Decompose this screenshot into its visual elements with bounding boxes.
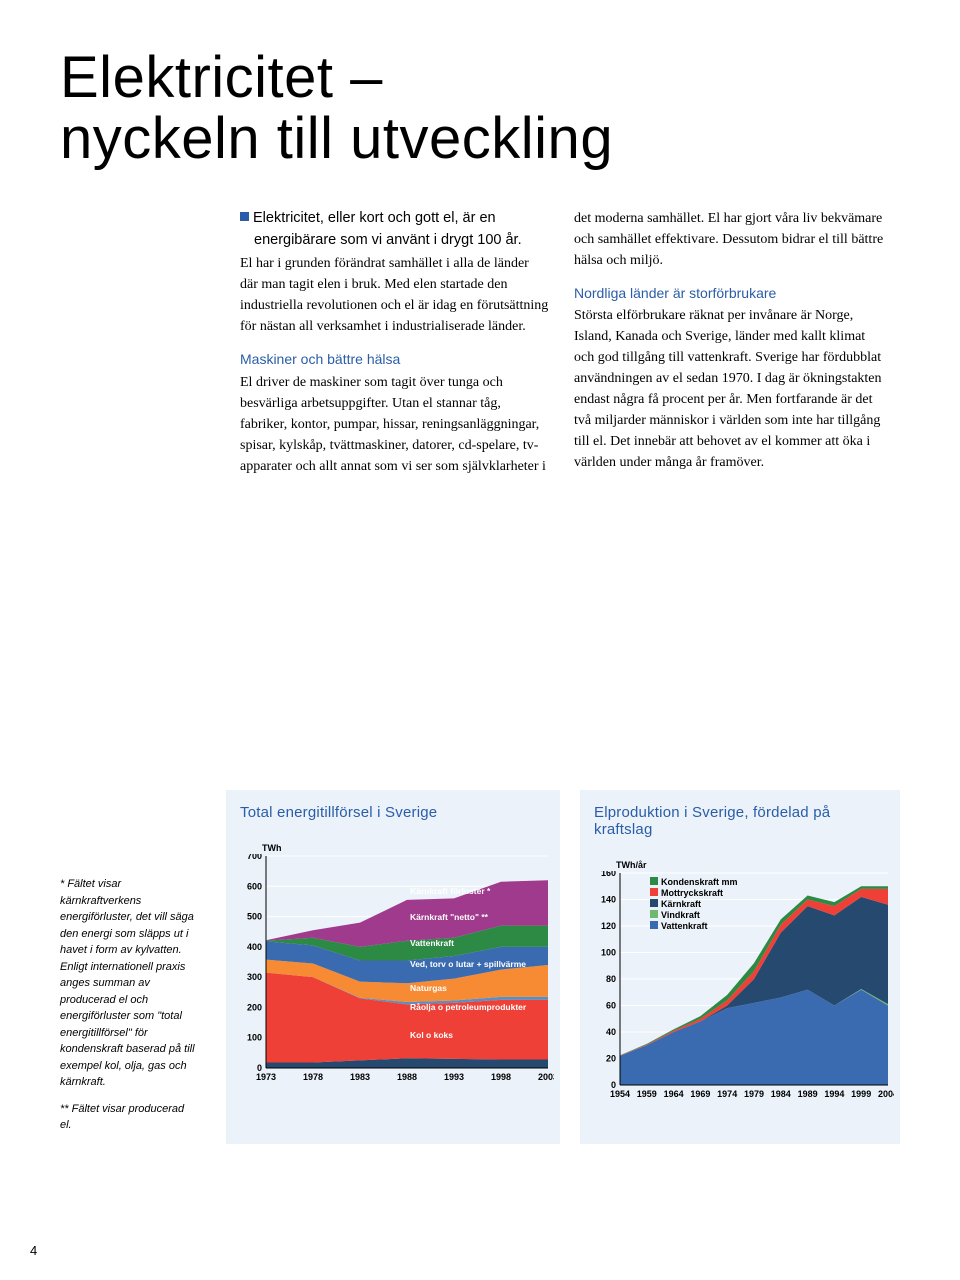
svg-text:200: 200 — [247, 1002, 262, 1012]
svg-text:Kondenskraft mm: Kondenskraft mm — [661, 877, 738, 887]
svg-text:Naturgas: Naturgas — [410, 983, 447, 993]
chart-plot: 0100200300400500600700197319781983198819… — [232, 854, 554, 1086]
svg-text:1973: 1973 — [256, 1072, 276, 1082]
chart-total-energy: Total energitillförsel i Sverige TWh 010… — [226, 790, 560, 1144]
svg-text:100: 100 — [247, 1033, 262, 1043]
svg-text:1994: 1994 — [824, 1089, 844, 1099]
svg-text:Mottryckskraft: Mottryckskraft — [661, 888, 723, 898]
svg-text:Råolja o petroleumprodukter: Råolja o petroleumprodukter — [410, 1002, 527, 1012]
body-paragraph: El har i grunden förändrat samhället i a… — [240, 253, 550, 337]
chart-title: Elproduktion i Sverige, fördelad på kraf… — [580, 790, 900, 860]
svg-text:1954: 1954 — [610, 1089, 630, 1099]
svg-text:140: 140 — [601, 895, 616, 905]
svg-text:Ved, torv o lutar + spillvärme: Ved, torv o lutar + spillvärme — [410, 959, 526, 969]
svg-text:1964: 1964 — [664, 1089, 684, 1099]
svg-text:400: 400 — [247, 942, 262, 952]
footnote: * Fältet visar kärnkraftverkens energifö… — [60, 876, 198, 1091]
svg-text:1998: 1998 — [491, 1072, 511, 1082]
svg-text:160: 160 — [601, 871, 616, 878]
svg-text:700: 700 — [247, 854, 262, 861]
svg-text:40: 40 — [606, 1027, 616, 1037]
footnote-column: * Fältet visar kärnkraftverkens energifö… — [60, 790, 198, 1144]
page-number: 4 — [30, 1243, 37, 1258]
column-2: det moderna samhället. El har gjort våra… — [574, 208, 884, 479]
svg-text:60: 60 — [606, 1001, 616, 1011]
svg-text:Vindkraft: Vindkraft — [661, 910, 700, 920]
svg-text:500: 500 — [247, 912, 262, 922]
text-columns: Elektricitet, eller kort och gott el, är… — [240, 208, 900, 479]
svg-text:Kärnkraft "netto" **: Kärnkraft "netto" ** — [410, 912, 489, 922]
footnote: ** Fältet visar producerad el. — [60, 1101, 198, 1134]
svg-text:300: 300 — [247, 972, 262, 982]
svg-text:80: 80 — [606, 974, 616, 984]
svg-text:Vattenkraft: Vattenkraft — [410, 938, 454, 948]
svg-text:1978: 1978 — [303, 1072, 323, 1082]
chart-title: Total energitillförsel i Sverige — [226, 790, 560, 843]
svg-text:1969: 1969 — [690, 1089, 710, 1099]
svg-text:2004: 2004 — [878, 1089, 894, 1099]
svg-text:1974: 1974 — [717, 1089, 737, 1099]
svg-text:1959: 1959 — [637, 1089, 657, 1099]
svg-text:Kärnkraft: Kärnkraft — [661, 899, 701, 909]
svg-text:1983: 1983 — [350, 1072, 370, 1082]
svg-text:1999: 1999 — [851, 1089, 871, 1099]
svg-text:1993: 1993 — [444, 1072, 464, 1082]
chart-el-production: Elproduktion i Sverige, fördelad på kraf… — [580, 790, 900, 1144]
page-title: Elektricitet – nyckeln till utveckling — [60, 48, 900, 170]
chart-area: * Fältet visar kärnkraftverkens energifö… — [60, 790, 900, 1144]
subheading: Nordliga länder är storförbrukare — [574, 283, 884, 303]
svg-text:Kol o koks: Kol o koks — [410, 1030, 453, 1040]
svg-text:600: 600 — [247, 881, 262, 891]
svg-text:1984: 1984 — [771, 1089, 791, 1099]
chart-plot: 0204060801001201401601954195919641969197… — [586, 871, 894, 1103]
y-axis-label: TWh/år — [616, 860, 894, 870]
svg-text:2003: 2003 — [538, 1072, 554, 1082]
svg-text:100: 100 — [601, 948, 616, 958]
subheading: Maskiner och bättre hälsa — [240, 349, 550, 369]
y-axis-label: TWh — [262, 843, 554, 853]
body-paragraph: Största elförbrukare räknat per invånare… — [574, 305, 884, 473]
body-paragraph: El driver de maskiner som tagit över tun… — [240, 372, 550, 477]
svg-text:120: 120 — [601, 921, 616, 931]
column-1: Elektricitet, eller kort och gott el, är… — [240, 208, 550, 479]
svg-text:1979: 1979 — [744, 1089, 764, 1099]
intro-square-icon — [240, 212, 249, 221]
intro-paragraph: Elektricitet, eller kort och gott el, är… — [240, 208, 550, 252]
svg-text:Kärnkraft förluster *: Kärnkraft förluster * — [410, 886, 491, 896]
svg-text:1988: 1988 — [397, 1072, 417, 1082]
body-paragraph: det moderna samhället. El har gjort våra… — [574, 208, 884, 271]
svg-text:1989: 1989 — [798, 1089, 818, 1099]
svg-text:20: 20 — [606, 1054, 616, 1064]
svg-text:Vattenkraft: Vattenkraft — [661, 921, 708, 931]
